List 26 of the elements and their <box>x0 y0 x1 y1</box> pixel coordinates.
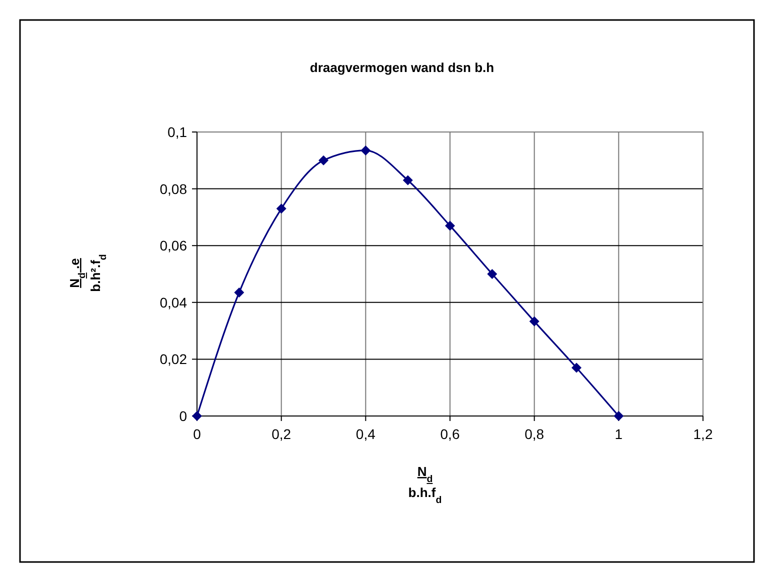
point <box>402 175 413 186</box>
point <box>572 362 582 373</box>
x-axis-title: N$_{d}$ b.h.f$_{d}$ <box>408 464 442 506</box>
point <box>487 269 498 279</box>
y-tick-label: 0,02 <box>160 351 188 368</box>
point <box>192 411 202 421</box>
x-tick-label: 0,8 <box>524 426 544 442</box>
point <box>276 204 286 214</box>
y-tick-label: 0,04 <box>160 294 188 310</box>
y-tick-label: 0,1 <box>168 124 188 140</box>
point <box>318 155 328 166</box>
point <box>614 411 624 421</box>
x-tick-label: 1 <box>614 426 623 442</box>
y-tick-label: 0,06 <box>160 238 188 254</box>
y-tick-label: 0,08 <box>160 180 188 197</box>
point <box>529 316 540 326</box>
chart-title: draagvermogen wand dsn b.h <box>310 60 494 75</box>
point <box>234 287 244 298</box>
x-tick-label: 0,2 <box>272 426 292 442</box>
point <box>445 220 455 231</box>
point <box>360 145 371 156</box>
x-tick-label: 0,4 <box>356 426 376 442</box>
x-tick-label: 1,2 <box>693 426 713 442</box>
y-tick-label: 0 <box>179 408 188 424</box>
x-tick-label: 0,6 <box>440 426 460 442</box>
x-tick-label: 0 <box>193 426 202 442</box>
